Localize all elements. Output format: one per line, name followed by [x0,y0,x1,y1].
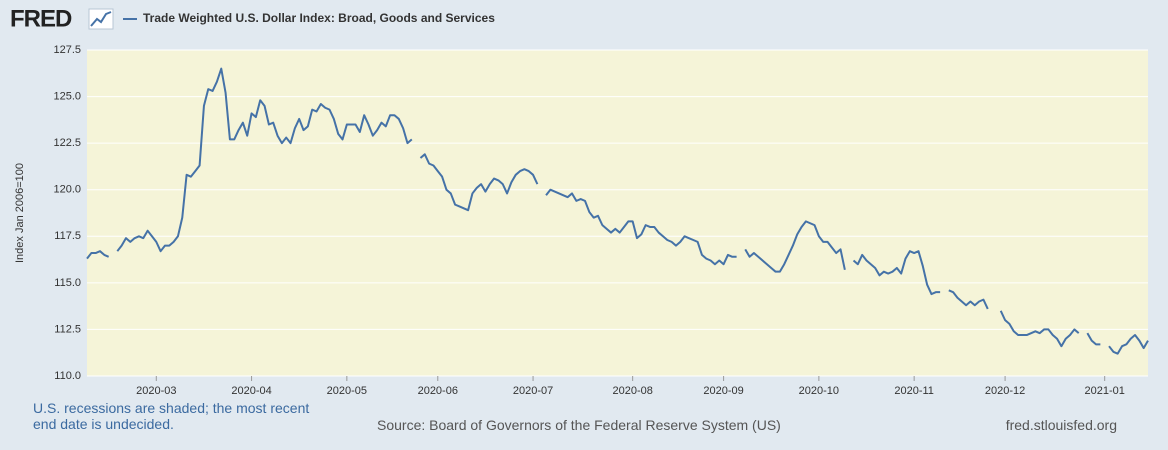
x-tick-label: 2021-01 [1085,385,1125,397]
y-tick-label: 122.5 [53,137,81,149]
site-url: fred.stlouisfed.org [1005,417,1117,433]
series-line [1108,334,1149,355]
series-line [744,220,846,273]
logo: FRED [10,5,72,32]
x-tick-label: 2020-09 [703,385,743,397]
y-tick-label: 115.0 [54,277,81,289]
logo-icon [88,8,114,30]
y-tick-label: 117.5 [54,230,81,242]
x-tick-label: 2020-08 [612,385,652,397]
x-tick-label: 2020-06 [418,385,458,397]
y-tick-label: 112.5 [54,323,81,335]
series-line [419,153,539,212]
x-tick-label: 2020-04 [231,385,271,397]
x-tick-label: 2020-12 [985,385,1025,397]
x-tick-label: 2020-07 [513,385,553,397]
y-tick-label: 127.5 [53,44,81,56]
legend-label: Trade Weighted U.S. Dollar Index: Broad,… [143,11,495,25]
x-tick-label: 2020-05 [327,385,367,397]
series-line [999,310,1080,348]
x-tick-label: 2020-03 [136,385,176,397]
recession-note: U.S. recessions are shaded; the most rec… [33,400,310,432]
source: Source: Board of Governors of the Federa… [377,417,781,433]
y-tick-label: 120.0 [53,184,81,196]
series-line [86,250,110,260]
x-tick-label: 2020-10 [799,385,839,397]
y-tick-label: 125.0 [53,90,81,102]
y-axis-label: Index Jan 2006=100 [14,163,26,263]
series-line [948,289,989,310]
series-line [116,67,413,253]
series-line [1086,332,1101,346]
x-tick-label: 2020-11 [894,385,934,397]
series-line [852,250,941,296]
plot-area [87,50,1148,376]
y-tick-label: 110.0 [54,370,81,382]
series-line [545,188,737,266]
